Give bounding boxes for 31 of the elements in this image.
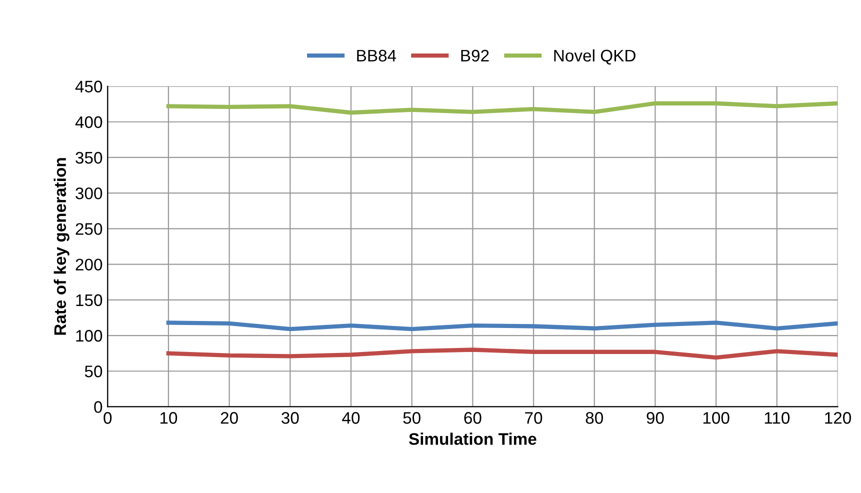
- legend-label: B92: [461, 50, 489, 62]
- y-tick-label: 0: [94, 401, 102, 413]
- y-axis-title: Rate of key generation: [54, 158, 70, 335]
- x-tick-label: 120: [825, 412, 852, 424]
- x-axis-title: Simulation Time: [408, 432, 536, 445]
- x-tick-label: 110: [764, 412, 790, 424]
- x-tick-label: 60: [464, 412, 482, 424]
- line-series: [166, 320, 838, 332]
- x-tick-label: 40: [342, 412, 360, 424]
- y-tick-label: 300: [76, 187, 102, 200]
- legend-label: Novel QKD: [554, 49, 636, 65]
- line-series: [166, 101, 838, 115]
- y-tick-label: 150: [76, 294, 102, 306]
- legend-label: BB84: [357, 50, 396, 62]
- y-tick-label: 400: [75, 116, 102, 128]
- x-tick-label: 30: [282, 412, 299, 424]
- y-tick-label: 350: [76, 152, 102, 164]
- x-tick-label: 0: [104, 412, 112, 424]
- y-tick-label: 200: [76, 258, 102, 271]
- x-tick-label: 50: [403, 412, 420, 424]
- x-tick-label: 20: [220, 412, 238, 424]
- y-tick-label: 250: [76, 223, 102, 235]
- y-tick-label: 50: [84, 366, 102, 378]
- x-tick-label: 10: [160, 412, 178, 424]
- x-tick-label: 80: [586, 412, 603, 424]
- x-tick-label: 90: [646, 412, 664, 424]
- x-tick-label: 100: [703, 412, 730, 424]
- line-series: [166, 348, 838, 360]
- y-tick-label: 450: [75, 80, 102, 92]
- y-tick-label: 100: [76, 330, 102, 342]
- x-tick-label: 70: [525, 412, 542, 424]
